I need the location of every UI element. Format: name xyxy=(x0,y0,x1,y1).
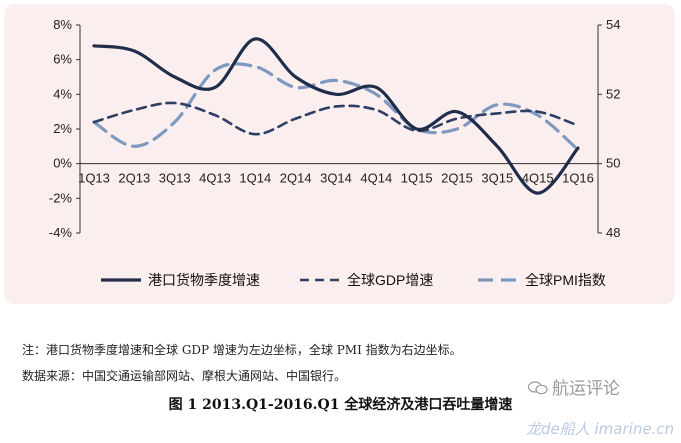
watermark-text: 龙de船人 imarine.cn xyxy=(526,420,675,438)
left-tick-label: 0% xyxy=(53,156,72,171)
series-1-point xyxy=(536,192,539,195)
x-tick-label: 3Q13 xyxy=(159,171,191,186)
legend-label-2: 全球GDP增速 xyxy=(347,272,433,288)
brand-text: 航运评论 xyxy=(552,379,620,399)
x-tick-label: 2Q15 xyxy=(441,171,473,186)
series-3-point xyxy=(214,69,217,72)
series-3-point xyxy=(133,145,136,148)
series-3-point xyxy=(254,65,257,68)
series-line-3 xyxy=(92,62,580,152)
left-tick-label: 4% xyxy=(53,86,72,101)
legend-label-3: 全球PMI指数 xyxy=(525,272,606,288)
series-2-point xyxy=(173,102,176,105)
series-3-point xyxy=(456,128,459,131)
series-3-point xyxy=(536,114,539,117)
series-2-point xyxy=(456,117,459,120)
series-3-point xyxy=(173,121,176,124)
series-1-point xyxy=(335,93,338,96)
line-chart: -4% -2% 0% 2% 4% 6% 8% 48 50 52 54 1Q13 2Q13 3Q13 4Q13… xyxy=(49,17,621,288)
brand-label: 航运评论 xyxy=(527,374,620,399)
series-2-point xyxy=(335,105,338,108)
series-1-point xyxy=(577,147,580,150)
series-1-point xyxy=(214,86,217,89)
left-tick-label: -4% xyxy=(49,225,73,240)
left-tick-label: 8% xyxy=(53,17,72,32)
series-2-point xyxy=(254,133,257,136)
series-2-point xyxy=(294,117,297,120)
series-line-1 xyxy=(92,37,580,195)
series-1-point xyxy=(133,50,136,53)
series-1-point xyxy=(254,37,257,40)
footnote-axes: 注：港口货物季度增速和全球 GDP 增速为左边坐标，全球 PMI 指数为右边坐标… xyxy=(22,343,462,357)
series-2-point xyxy=(496,112,499,115)
series-2-point xyxy=(577,124,580,127)
x-tick-label: 4Q14 xyxy=(360,171,392,186)
series-3-point xyxy=(496,103,499,106)
series-1-point xyxy=(375,86,378,89)
series-2-point xyxy=(536,110,539,113)
right-tick-label: 50 xyxy=(606,156,620,171)
series-1-point xyxy=(456,110,459,113)
series-3-point xyxy=(375,93,378,96)
left-tick-label: 6% xyxy=(53,52,72,67)
series-1-point xyxy=(93,44,96,47)
series-3-point xyxy=(294,86,297,89)
chart-panel: -4% -2% 0% 2% 4% 6% 8% 48 50 52 54 1Q13 2Q13 3Q13 4Q13… xyxy=(4,4,675,304)
x-tick-label: 3Q14 xyxy=(320,171,352,186)
series-1-point xyxy=(496,145,499,148)
right-tick-label: 48 xyxy=(606,225,620,240)
right-tick-label: 54 xyxy=(606,17,620,32)
footnote-source: 数据来源：中国交通运输部网站、摩根大通网站、中国银行。 xyxy=(22,369,347,383)
legend-label-1: 港口货物季度增速 xyxy=(148,272,260,288)
x-tick-label: 2Q13 xyxy=(118,171,150,186)
x-tick-label: 4Q13 xyxy=(199,171,231,186)
x-tick-label: 4Q15 xyxy=(522,171,554,186)
series-1-point xyxy=(173,76,176,79)
series-line-2 xyxy=(92,101,580,136)
wechat-icon xyxy=(527,380,548,395)
x-tick-label: 2Q14 xyxy=(280,171,312,186)
x-tick-label: 1Q14 xyxy=(239,171,271,186)
series-2-point xyxy=(214,114,217,117)
series-2-point xyxy=(375,108,378,111)
series-2-point xyxy=(93,121,96,124)
x-tick-label: 1Q16 xyxy=(562,171,594,186)
x-tick-label: 1Q15 xyxy=(401,171,433,186)
right-tick-label: 52 xyxy=(606,86,620,101)
x-tick-label: 3Q15 xyxy=(481,171,513,186)
series-1-point xyxy=(294,76,297,79)
left-tick-label: 2% xyxy=(53,121,72,136)
series-1-point xyxy=(415,128,418,131)
left-tick-label: -2% xyxy=(49,190,73,205)
series-3-point xyxy=(335,79,338,82)
figure-caption: 图 1 2013.Q1-2016.Q1 全球经济及港口吞吐量增速 xyxy=(168,397,513,413)
series-2-point xyxy=(133,108,136,111)
x-tick-label: 1Q13 xyxy=(78,171,110,186)
